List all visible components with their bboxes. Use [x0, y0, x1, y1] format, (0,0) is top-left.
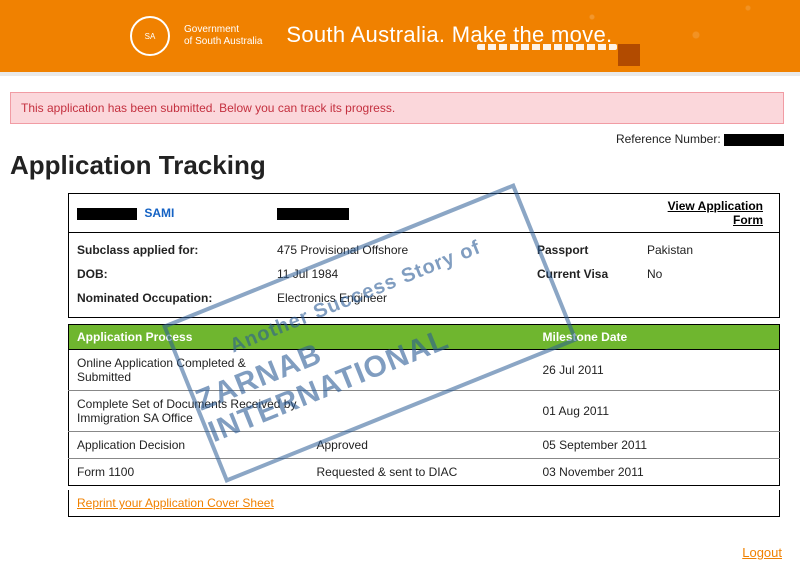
table-cell: Complete Set of Documents Received by Im… [69, 391, 309, 432]
page-title: Application Tracking [10, 150, 786, 181]
crest-icon: SA [130, 16, 170, 56]
gov-name-line1: Government [184, 24, 262, 36]
occupation-label: Nominated Occupation: [77, 291, 277, 305]
reprint-cover-sheet-link[interactable]: Reprint your Application Cover Sheet [77, 496, 274, 510]
applicant-box: SAMI View Application Form Subclass appl… [68, 193, 780, 318]
process-table: Application Process Milestone Date Onlin… [68, 324, 780, 486]
dob-value: 11 Jul 1984 [277, 267, 537, 281]
reference-label: Reference Number: [616, 132, 721, 146]
table-row: Online Application Completed & Submitted… [69, 350, 780, 391]
col-status [309, 325, 535, 350]
visa-label: Current Visa [537, 267, 647, 281]
passport-value: Pakistan [647, 243, 771, 257]
table-row: Form 1100Requested & sent to DIAC03 Nove… [69, 459, 780, 486]
col-process: Application Process [69, 325, 309, 350]
visa-value: No [647, 267, 771, 281]
table-cell: 01 Aug 2011 [535, 391, 780, 432]
logout-link[interactable]: Logout [742, 545, 782, 560]
sa-map-icon [618, 44, 640, 66]
reprint-row: Reprint your Application Cover Sheet [68, 490, 780, 517]
table-row: Application DecisionApproved05 September… [69, 432, 780, 459]
table-cell [309, 350, 535, 391]
gov-logo-block: SA Government of South Australia [130, 16, 262, 56]
table-cell: 26 Jul 2011 [535, 350, 780, 391]
table-cell: Requested & sent to DIAC [309, 459, 535, 486]
reference-row: Reference Number: [10, 128, 786, 148]
col-milestone: Milestone Date [535, 325, 780, 350]
subclass-label: Subclass applied for: [77, 243, 277, 257]
dob-label: DOB: [77, 267, 277, 281]
reference-value-redacted [724, 134, 784, 146]
applicant-name-text: SAMI [144, 206, 174, 220]
subclass-value: 475 Provisional Offshore [277, 243, 537, 257]
occupation-value: Electronics Engineer [277, 291, 537, 305]
table-cell: Application Decision [69, 432, 309, 459]
table-cell: 03 November 2011 [535, 459, 780, 486]
applicant-field-redacted [277, 206, 537, 220]
table-cell: Online Application Completed & Submitted [69, 350, 309, 391]
table-cell: Approved [309, 432, 535, 459]
table-cell [309, 391, 535, 432]
alert-submitted: This application has been submitted. Bel… [10, 92, 784, 124]
table-row: Complete Set of Documents Received by Im… [69, 391, 780, 432]
gov-name-line2: of South Australia [184, 36, 262, 48]
view-application-form-link[interactable]: View Application Form [668, 199, 763, 227]
alert-text: This application has been submitted. Bel… [21, 101, 395, 115]
gov-name: Government of South Australia [184, 24, 262, 48]
passport-label: Passport [537, 243, 647, 257]
applicant-name: SAMI [77, 206, 277, 220]
table-cell: Form 1100 [69, 459, 309, 486]
table-cell: 05 September 2011 [535, 432, 780, 459]
header-banner: SA Government of South Australia South A… [0, 0, 800, 72]
tagline: South Australia. Make the move. [286, 22, 617, 48]
applicant-id-redacted [77, 208, 137, 220]
